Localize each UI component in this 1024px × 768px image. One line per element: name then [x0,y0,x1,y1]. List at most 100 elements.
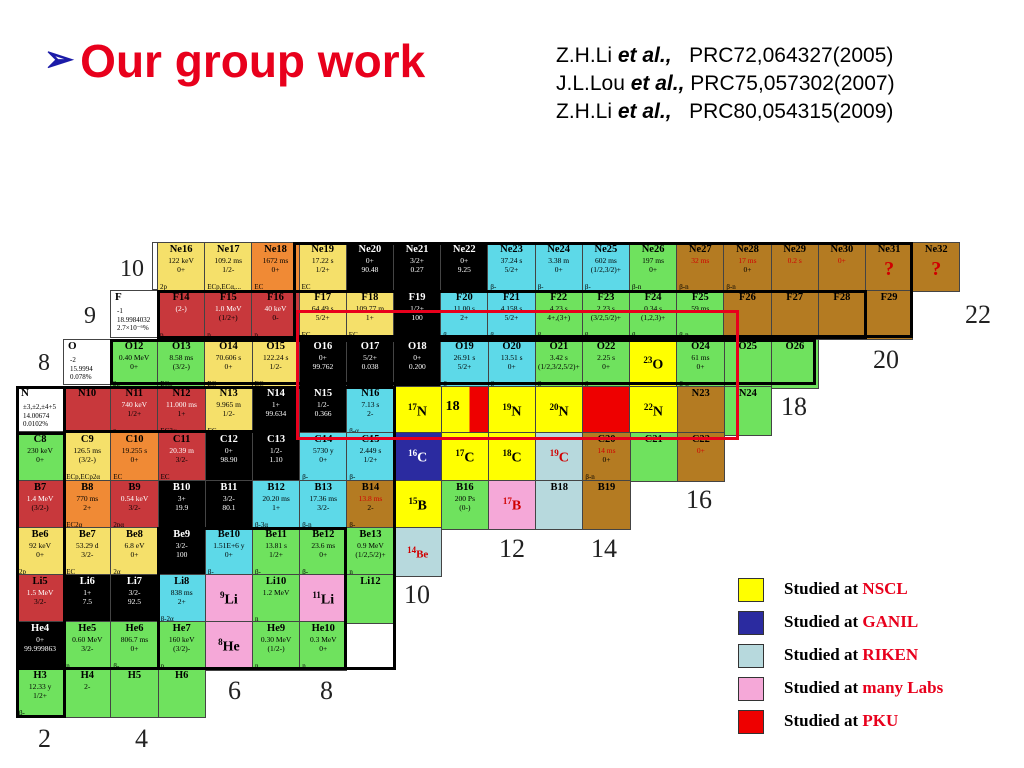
half-life: 740 keV [121,400,148,409]
spin-abundance: 0+ [319,644,328,653]
legend-prefix: Studied at [784,710,863,730]
nuclide-name: Ne30 [830,244,854,255]
spin-abundance: (1/2+) [218,313,238,322]
spin-abundance: 1/2- [269,362,282,371]
decay-mode: β- [490,282,497,291]
nuclide-he6: He6 806.7 ms 0+ β- [110,621,159,671]
nuclide-ne16: Ne16 122 keV 0+ 2p [157,242,206,292]
nuclide-o24: O24 61 ms 0+ β-n [676,339,725,389]
mass-number: 18 [502,448,512,458]
nuclide-name: He4 [31,623,50,634]
nuclide-c8: C8 230 keV 0+ [16,432,65,482]
nuclide-f20: F20 11.00 s 2+ β- [440,290,489,340]
half-life: 806.7 ms [120,635,149,644]
legend-prefix: Studied at [784,677,863,697]
half-life: 1.2 MeV [262,588,290,597]
nuclide-ne23: Ne23 37.24 s 5/2+ β- [487,242,536,292]
legend-item-nscl: Studied at NSCL [738,578,908,602]
references: Z.H.Li et al., PRC72,064327(2005) J.L.Lo… [556,42,895,126]
nuclide-label: 15B [408,496,427,514]
neutron-number: 6 [228,676,241,705]
mass-number: 11 [312,590,321,600]
mass-number: 23 [643,355,653,365]
neutron-number: 10 [404,580,430,609]
decay-mode: p [207,330,211,339]
spin-abundance: 19.9 [175,503,189,512]
spin-abundance: 1.10 [269,455,283,464]
decay-mode: β- [302,567,309,576]
nuclide-f14: F14 (2-) p [157,290,206,340]
half-life: 0.9 MeV [357,541,384,550]
nuclide-ne27: Ne27 32 ms β-n [676,242,725,292]
nuclide-o23: 23O [629,339,678,389]
half-life: 126.5 ms [73,446,102,455]
neutron-number: 8 [320,676,333,705]
info-value: 0.078% [70,373,92,381]
nuclide-f16: F16 40 keV 0- p [251,290,300,340]
spin-abundance: 4+,(3+) [547,313,571,322]
nuclide-name: H5 [127,670,142,681]
nuclide-f18: F18 109.77 m 1+ EC [345,290,394,340]
nuclide-name: O16 [313,341,333,352]
spin-abundance: 0+ [224,550,233,559]
half-life: 4.158 s [500,304,523,313]
nuclide-he4: He4 0+ 99.999863 [16,621,65,671]
nuclide-o20: O20 13.51 s 0+ β- [487,339,536,389]
nuclide-ne22: Ne22 0+ 9.25 [440,242,489,292]
nuclide-c12: C12 0+ 98.90 [204,432,253,482]
nuclide-name: C8 [33,434,47,445]
spin-abundance: 1+ [177,409,186,418]
info-value: 14.00674 [23,411,50,420]
decay-mode: β- [537,282,544,291]
decay-mode: EC [113,472,123,481]
nuclide-name: N13 [219,388,238,399]
nuclide-o14: O14 70.606 s 0+ EC [204,339,253,389]
nuclide-n21 [582,386,631,436]
ref-cite: PRC80,054315(2009) [689,100,894,123]
nuclide-name: Ne18 [264,244,287,255]
nuclide-o17: O17 5/2+ 0.038 [346,339,395,389]
spin-abundance: 90.48 [361,265,379,274]
decay-mode: β-n [585,472,595,481]
decay-mode: β- [349,520,356,529]
half-life: 3/2- [128,588,141,597]
spin-abundance: 0+ [743,265,752,274]
half-life: 770 ms [76,494,99,503]
spin-abundance: 100 [411,313,423,322]
mass-number: 22 [643,402,653,412]
nuclide-b18: B18 [535,480,584,530]
half-life: 11.000 ms [165,400,197,409]
half-life: 13.51 s [500,353,523,362]
legend-item-pku: Studied at PKU [738,710,898,734]
spin-abundance: 0+ [319,550,328,559]
nuclide-li12: Li12 [346,574,395,624]
nuclide-n18: 18 [440,386,489,436]
decay-mode: EC [160,472,170,481]
nuclide-label: 8He [218,637,240,655]
decay-mode: β- [584,330,591,339]
element-info: -2 15.9994 0.078% [70,356,93,382]
nuclide-name: O26 [785,341,805,352]
half-life: 20.20 ms [262,494,290,503]
nuclide-name: O22 [596,341,616,352]
spin-abundance: 7.5 [82,597,92,606]
legend-prefix: Studied at [784,644,863,664]
spin-abundance: 99.634 [265,409,287,418]
nuclide-name: F17 [314,292,332,303]
spin-abundance: 1/2- [222,409,235,418]
decay-mode: EC2α [66,520,83,529]
nuclide-o25: O25 [723,339,772,389]
nuclide-name: N14 [266,388,285,399]
reference-line: Z.H.Li et al., PRC72,064327(2005) [556,42,895,70]
spin-abundance: 1/2- [222,265,235,274]
nuclide-name: Be13 [359,529,382,540]
nuclide-b15: 15B [393,480,442,530]
half-life: 160 keV [168,635,195,644]
nuclide-name: C15 [361,434,380,445]
neutron-number: 18 [781,392,807,421]
decay-mode: n [255,614,259,623]
nuclide-c19: 19C [535,432,584,482]
info-value: ±3,±2,±4+5 [23,403,56,411]
nuclide-o26: O26 [770,339,819,389]
half-life: 1.0 MeV [214,304,242,313]
